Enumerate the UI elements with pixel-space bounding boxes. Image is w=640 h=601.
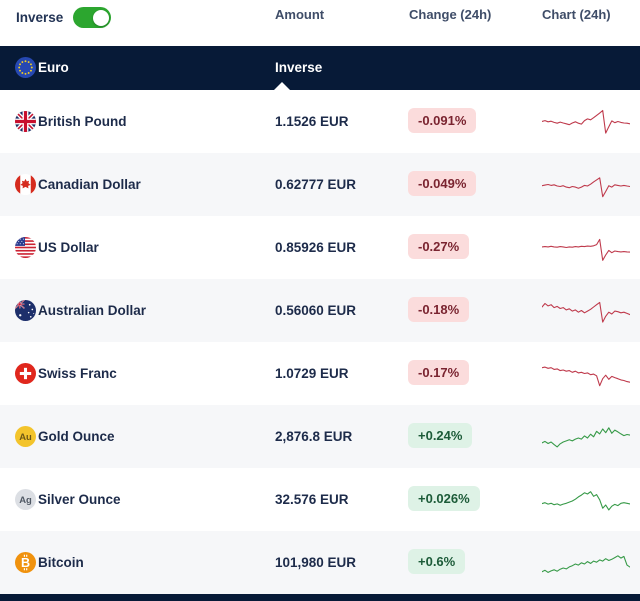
- currency-amount: 101,980 EUR: [275, 555, 357, 570]
- eu-flag-icon: [15, 57, 36, 78]
- base-amount-column-label: Inverse: [275, 60, 323, 75]
- sparkline-chart: [542, 491, 630, 511]
- svg-text:B: B: [21, 556, 30, 570]
- currency-name: British Pound: [38, 114, 127, 129]
- switzerland-flag-icon: [15, 363, 36, 384]
- sparkline-chart: [542, 238, 630, 261]
- row-pointer-arrow: [274, 82, 290, 90]
- currency-row[interactable]: B Bitcoin 101,980 EUR +0.6%: [0, 531, 640, 594]
- change-badge: -0.049%: [408, 171, 477, 196]
- base-currency-name: Euro: [38, 60, 69, 75]
- column-header-change: Change (24h): [409, 7, 492, 22]
- change-badge: +0.6%: [408, 549, 466, 574]
- currency-name: Australian Dollar: [38, 303, 147, 318]
- currency-row[interactable]: British Pound 1.1526 EUR -0.091%: [0, 90, 640, 153]
- bitcoin-icon: B: [15, 552, 36, 573]
- silver-ag-icon: Ag: [15, 489, 36, 510]
- currency-amount: 0.85926 EUR: [275, 240, 357, 255]
- currency-amount: 1.1526 EUR: [275, 114, 349, 129]
- currency-name: US Dollar: [38, 240, 99, 255]
- currency-row[interactable]: Swiss Franc 1.0729 EUR -0.17%: [0, 342, 640, 405]
- sparkline-chart: [542, 177, 630, 198]
- currency-name: Swiss Franc: [38, 366, 117, 381]
- currency-row[interactable]: US Dollar 0.85926 EUR -0.27%: [0, 216, 640, 279]
- sparkline-chart: [542, 109, 630, 134]
- change-badge: +0.026%: [408, 486, 480, 511]
- currency-amount: 1.0729 EUR: [275, 366, 349, 381]
- currency-amount: 0.56060 EUR: [275, 303, 357, 318]
- currency-name: Silver Ounce: [38, 492, 121, 507]
- footer-bar: [0, 594, 640, 601]
- sparkline-chart: [542, 427, 630, 448]
- change-badge: -0.17%: [408, 360, 470, 385]
- change-badge: -0.27%: [408, 234, 470, 259]
- column-header-chart: Chart (24h): [542, 7, 611, 22]
- sparkline-chart: [542, 555, 630, 573]
- change-badge: -0.091%: [408, 108, 477, 133]
- column-header-amount: Amount: [275, 7, 325, 22]
- australia-flag-icon: [15, 300, 36, 321]
- currency-name: Bitcoin: [38, 555, 84, 570]
- uk-flag-icon: [15, 111, 36, 132]
- inverse-label: Inverse: [16, 10, 64, 25]
- currency-row[interactable]: Au Gold Ounce 2,876.8 EUR +0.24%: [0, 405, 640, 468]
- base-currency-row[interactable]: Euro Inverse: [0, 46, 640, 90]
- currency-row[interactable]: Australian Dollar 0.56060 EUR -0.18%: [0, 279, 640, 342]
- currency-amount: 0.62777 EUR: [275, 177, 357, 192]
- inverse-control: Inverse: [16, 7, 112, 28]
- canada-flag-icon: [15, 174, 36, 195]
- currency-row[interactable]: Canadian Dollar 0.62777 EUR -0.049%: [0, 153, 640, 216]
- inverse-toggle[interactable]: [73, 7, 112, 28]
- currency-amount: 32.576 EUR: [275, 492, 349, 507]
- currency-rows: British Pound 1.1526 EUR -0.091% Canadia…: [0, 90, 640, 594]
- gold-au-icon: Au: [15, 426, 36, 447]
- currency-amount: 2,876.8 EUR: [275, 429, 353, 444]
- table-controls: Inverse Amount Change (24h) Chart (24h): [0, 0, 640, 46]
- currency-name: Canadian Dollar: [38, 177, 141, 192]
- toggle-knob: [92, 9, 109, 26]
- us-flag-icon: [15, 237, 36, 258]
- change-badge: -0.18%: [408, 297, 470, 322]
- svg-text:Ag: Ag: [19, 495, 32, 506]
- sparkline-chart: [542, 366, 630, 387]
- svg-text:Au: Au: [19, 432, 32, 443]
- sparkline-chart: [542, 301, 630, 323]
- change-badge: +0.24%: [408, 423, 473, 448]
- currency-name: Gold Ounce: [38, 429, 115, 444]
- currency-row[interactable]: Ag Silver Ounce 32.576 EUR +0.026%: [0, 468, 640, 531]
